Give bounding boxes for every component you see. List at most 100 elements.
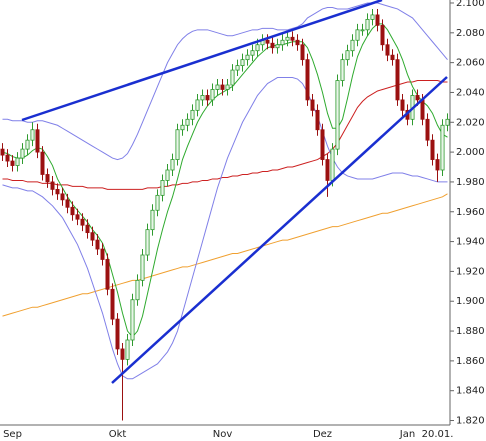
candle-body (435, 159, 440, 171)
candle-body (60, 193, 65, 201)
candle-body (75, 214, 80, 220)
candle-body (40, 151, 45, 175)
candle-body (400, 99, 405, 111)
candle-body (355, 29, 360, 41)
candle-body (45, 174, 50, 183)
candle-body (125, 339, 130, 360)
candle-body (200, 95, 205, 101)
candle-body (80, 218, 85, 226)
candle-body (135, 279, 140, 301)
candle-body (430, 139, 435, 160)
candle-body (230, 69, 235, 86)
y-tick-label: 2.000 (456, 147, 485, 158)
candle-body (290, 36, 295, 41)
candle-body (425, 118, 430, 141)
candle-body (375, 14, 380, 26)
candle-body (105, 259, 110, 290)
candle-body (170, 159, 175, 171)
candle-body (370, 14, 375, 20)
candle-body (185, 118, 190, 126)
candle-body (235, 65, 240, 71)
candle-body (380, 24, 385, 46)
candle-body (115, 318, 120, 350)
candle-body (175, 129, 180, 160)
x-tick-label: Okt (109, 429, 127, 440)
candle-body (110, 288, 115, 320)
x-tick-label: Dez (313, 429, 332, 440)
overlay-line (2, 193, 448, 317)
trend-line (21, 0, 383, 122)
candle-body (320, 129, 325, 160)
candle-body (250, 50, 255, 56)
y-tick-label: 1.980 (456, 177, 485, 188)
candle-body (20, 148, 25, 159)
candle-body (65, 199, 70, 208)
overlay-line (2, 77, 448, 380)
candle-body (90, 232, 95, 241)
candle-body (305, 59, 310, 101)
candle-body (300, 44, 305, 61)
candle-body (255, 44, 260, 52)
candle-body (340, 59, 345, 81)
candle-body (85, 224, 90, 234)
plot-area (0, 0, 450, 425)
candle-body (140, 254, 145, 281)
candle-body (350, 39, 355, 52)
candle-body (190, 109, 195, 120)
x-tick-label: Nov (213, 429, 233, 440)
candle-body (360, 29, 365, 32)
y-tick-label: 1.920 (456, 266, 485, 277)
candle-body (330, 148, 335, 181)
candle-body (325, 159, 330, 181)
y-tick-label: 2.100 (456, 0, 485, 9)
y-tick-label: 1.860 (456, 356, 485, 367)
y-tick-label: 2.060 (456, 58, 485, 69)
candle-body (345, 50, 350, 61)
candle-body (55, 188, 60, 195)
candle-body (245, 54, 250, 61)
overlay-line (2, 80, 448, 190)
candle-body (280, 39, 285, 46)
candle-body (210, 89, 215, 101)
candle-body (130, 299, 135, 341)
candle-body (15, 157, 20, 166)
y-tick-label: 1.840 (456, 386, 485, 397)
candle-body (270, 42, 275, 49)
candle-body (415, 95, 420, 101)
candle-body (25, 139, 30, 150)
y-tick-label: 2.080 (456, 28, 485, 39)
candle-body (155, 194, 160, 211)
candle-body (315, 109, 320, 131)
candle-body (390, 54, 395, 61)
candle-body (10, 160, 15, 166)
candle-body (205, 95, 210, 101)
x-tick-label: Jan (399, 429, 415, 440)
trend-line (111, 76, 448, 384)
candle-body (265, 39, 270, 44)
candle-body (0, 148, 5, 156)
candle-body (160, 180, 165, 196)
candle-body (100, 248, 105, 260)
candle-body (285, 36, 290, 41)
candle-body (220, 84, 225, 90)
x-tick-label: 20.01. (422, 429, 454, 440)
candle-body (95, 239, 100, 250)
candle-body (30, 129, 35, 141)
candle-body (395, 59, 400, 101)
candle-body (70, 206, 75, 216)
candle-body (165, 169, 170, 181)
candle-body (335, 80, 340, 150)
candle-body (310, 99, 315, 111)
candle-body (445, 118, 450, 126)
y-tick-label: 1.880 (456, 326, 485, 337)
candle-body (275, 44, 280, 49)
candle-body (35, 129, 40, 153)
y-tick-label: 1.940 (456, 237, 485, 248)
candle-body (120, 348, 125, 360)
candle-body (215, 84, 220, 90)
candle-body (365, 18, 370, 31)
candle-body (150, 209, 155, 231)
y-tick-label: 1.820 (456, 416, 485, 427)
